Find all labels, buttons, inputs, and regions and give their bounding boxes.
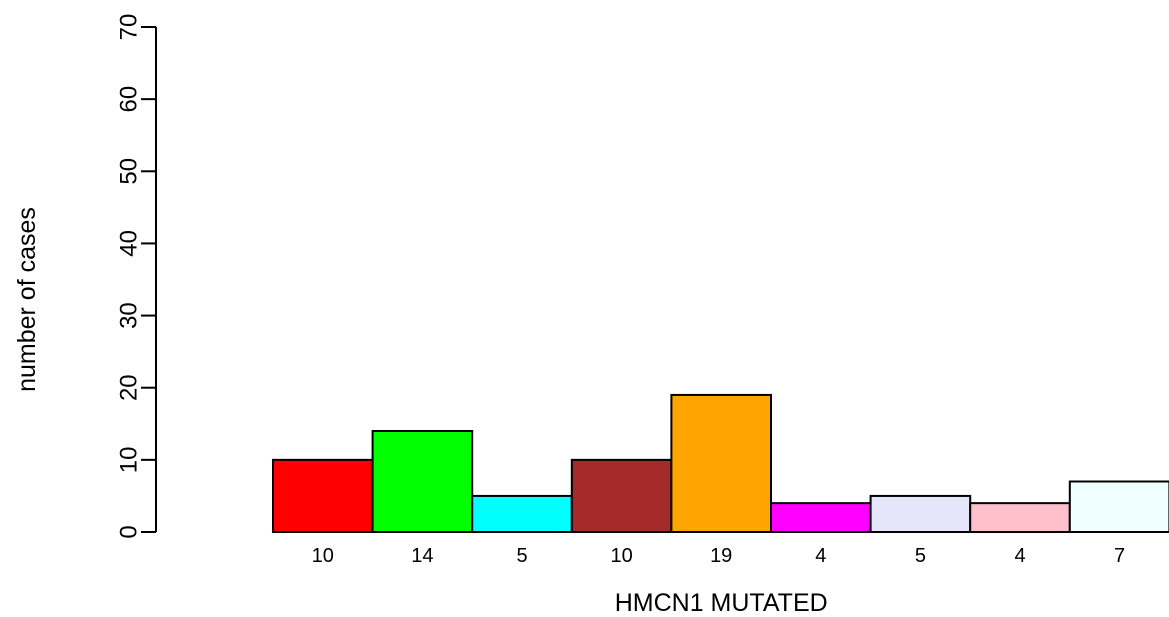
x-tick-label: 14 [411,545,433,567]
bar [1068,480,1169,533]
bar [869,494,972,533]
x-tick-label: 5 [915,545,926,567]
x-axis-title: HMCN1 MUTATED [615,589,828,617]
bar [570,458,673,534]
x-tick-label: 10 [610,545,632,567]
bar [770,502,872,533]
x-tick-label: 5 [516,545,527,567]
y-tick-label: 50 [115,158,142,185]
y-tick-label: 10 [115,447,142,474]
y-tick-label: 40 [115,230,142,257]
y-tick-label: 70 [115,14,142,41]
x-tick-label: 7 [1114,545,1125,567]
bar [471,494,573,533]
y-axis: 0 10 20 30 40 50 60 70 [115,14,157,539]
x-tick-label: 19 [710,545,732,567]
x-tick-label: 4 [815,545,826,567]
y-tick-label: 0 [115,525,142,538]
bar [371,430,474,533]
y-tick-label: 30 [115,302,142,329]
bar [969,502,1071,533]
bar [670,393,773,533]
bars [272,393,1169,534]
x-tick-label: 4 [1014,545,1025,567]
y-tick-label: 20 [115,374,142,401]
y-tick-label: 60 [115,86,142,113]
x-tick-label: 10 [312,545,334,567]
bar [272,458,374,534]
y-axis-title: number of cases [13,207,41,392]
x-tick-labels: 10 14 5 10 19 4 5 4 7 [312,545,1125,567]
